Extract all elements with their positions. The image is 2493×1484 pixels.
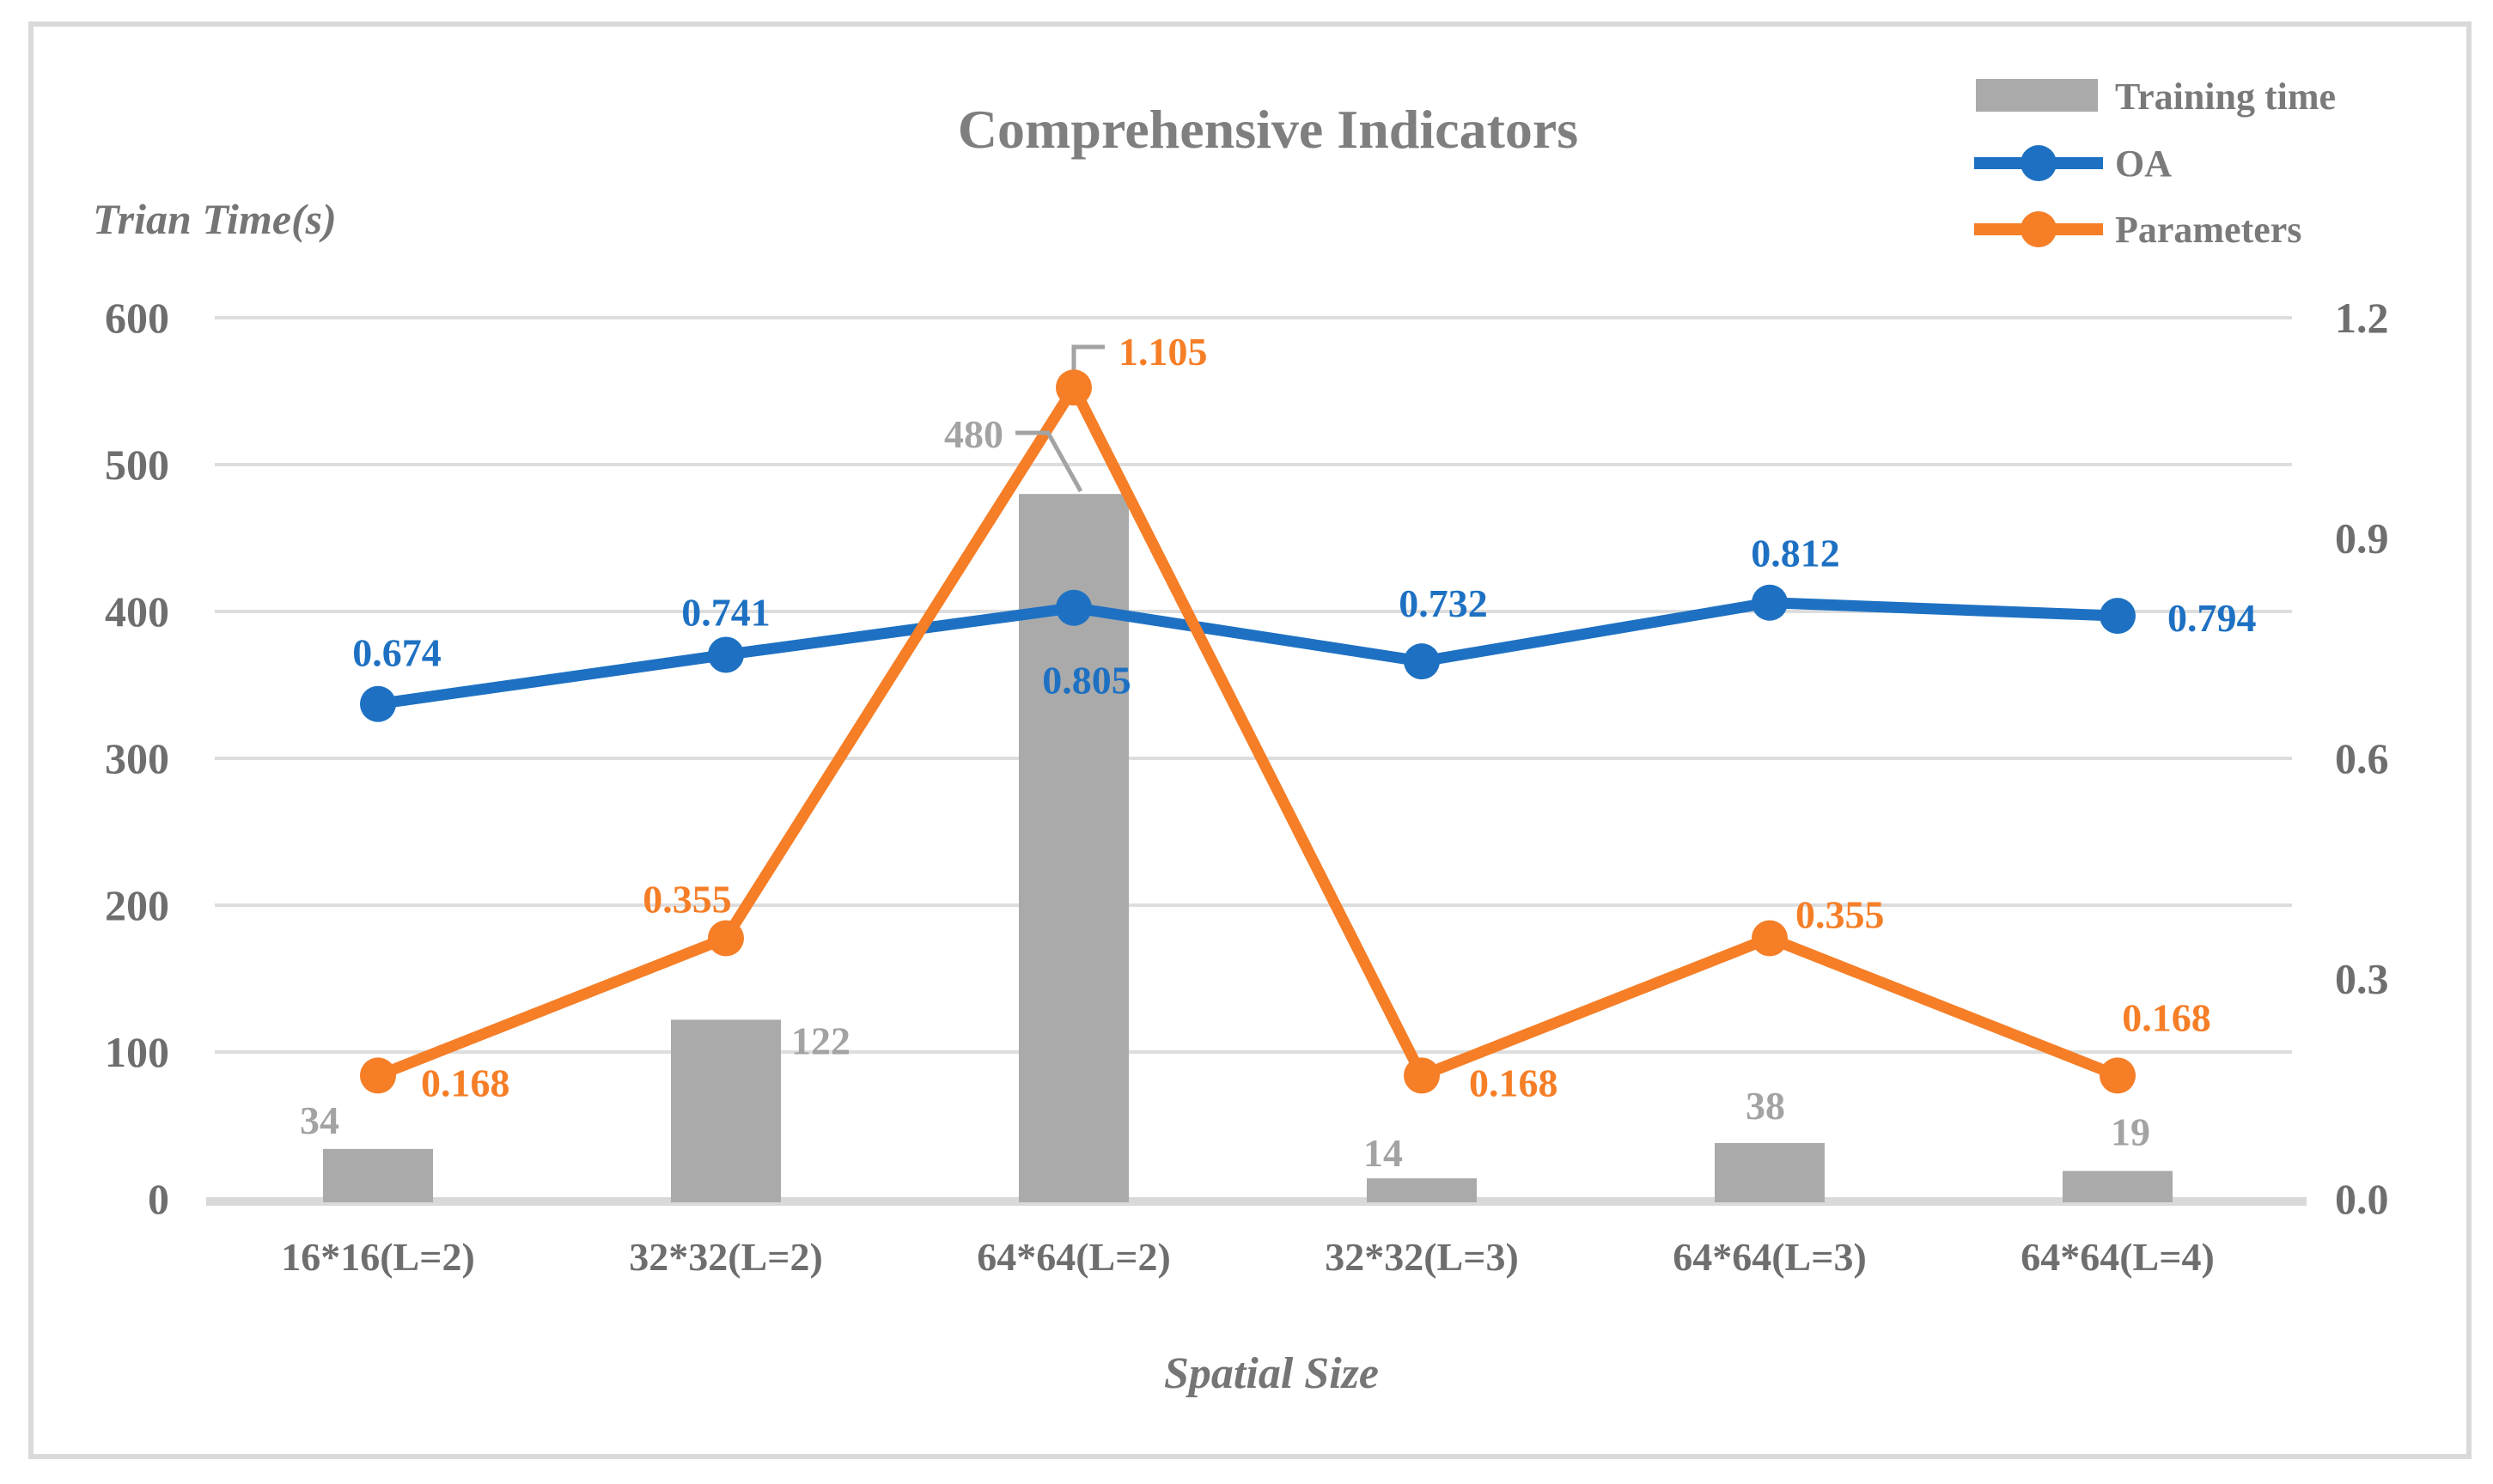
left-axis-tick-label: 300 bbox=[105, 734, 169, 782]
right-axis-tick-label: 1.2 bbox=[2335, 294, 2389, 342]
legend-item-oa: OA bbox=[1974, 143, 2172, 185]
parameters-point bbox=[1752, 920, 1788, 957]
oa-point bbox=[1404, 643, 1440, 680]
category-label: 64*64(L=4) bbox=[2021, 1235, 2215, 1279]
legend-item-parameters: Parameters bbox=[1974, 209, 2301, 251]
left-axis-tick-label: 600 bbox=[105, 294, 169, 342]
oa-line bbox=[372, 597, 2124, 710]
training-time-swatch-icon bbox=[1976, 79, 2098, 112]
bars-layer bbox=[323, 494, 2173, 1202]
x-axis-title: Spatial Size bbox=[1164, 1349, 1379, 1398]
bar bbox=[1715, 1143, 1825, 1202]
bar-value-label: 19 bbox=[2111, 1110, 2150, 1154]
parameters-value-label: 0.168 bbox=[421, 1061, 510, 1104]
legend: Training time OA Parameters bbox=[1974, 76, 2336, 251]
right-axis-tick-label: 0.6 bbox=[2335, 734, 2389, 782]
gridlines-layer bbox=[206, 316, 2307, 1206]
oa-point bbox=[1056, 589, 1092, 626]
legend-label-parameters: Parameters bbox=[2115, 209, 2301, 251]
oa-value-label: 0.805 bbox=[1042, 659, 1131, 702]
oa-marker-icon bbox=[2021, 145, 2057, 181]
bar-value-label: 38 bbox=[1746, 1084, 1785, 1128]
category-label: 32*32(L=3) bbox=[1325, 1235, 1519, 1279]
bar-value-label: 34 bbox=[300, 1098, 339, 1142]
parameters-marker-icon bbox=[2021, 211, 2057, 247]
data-labels-layer: 34 122 480 14 38 19 0.674 0.741 0.805 0.732 0.812 0… bbox=[300, 330, 2257, 1175]
category-label: 16*16(L=2) bbox=[281, 1235, 475, 1279]
legend-item-training-time: Training time bbox=[1976, 76, 2336, 118]
legend-label-oa: OA bbox=[2115, 143, 2172, 185]
category-label: 64*64(L=3) bbox=[1673, 1235, 1867, 1279]
bar bbox=[1367, 1178, 1477, 1202]
chart-title: Comprehensive Indicators bbox=[958, 99, 1578, 160]
parameters-point bbox=[1056, 369, 1092, 406]
oa-point bbox=[2100, 598, 2136, 635]
parameters-point bbox=[360, 1057, 396, 1094]
legend-label-training-time: Training time bbox=[2115, 76, 2336, 118]
parameters-point bbox=[2100, 1057, 2136, 1094]
right-axis-tick-label: 0.0 bbox=[2335, 1175, 2389, 1223]
bar bbox=[671, 1019, 781, 1202]
lines-layer bbox=[360, 344, 2136, 1094]
left-axis-tick-label: 200 bbox=[105, 881, 169, 929]
parameters-point bbox=[1404, 1057, 1440, 1094]
x-axis-line bbox=[206, 1197, 2307, 1206]
left-axis-tick-label: 100 bbox=[105, 1028, 169, 1076]
parameters-value-label: 1.105 bbox=[1118, 330, 1208, 374]
parameters-value-label: 0.168 bbox=[2122, 995, 2211, 1039]
axis-ticks-layer: 0 100 200 300 400 500 600 0.0 0.3 0.6 0.9 1.2 16*16(… bbox=[105, 294, 2389, 1279]
parameters-line bbox=[372, 381, 2124, 1081]
parameters-value-label: 0.355 bbox=[643, 877, 732, 921]
oa-value-label: 0.794 bbox=[2167, 596, 2257, 640]
parameters-value-label: 0.355 bbox=[1795, 892, 1885, 936]
category-label: 64*64(L=2) bbox=[977, 1235, 1171, 1279]
right-axis-tick-label: 0.3 bbox=[2335, 955, 2389, 1003]
bar bbox=[323, 1148, 433, 1202]
bar bbox=[2063, 1171, 2173, 1202]
right-axis-tick-label: 0.9 bbox=[2335, 514, 2389, 563]
parameters-value-label: 0.168 bbox=[1469, 1061, 1558, 1104]
left-axis-tick-label: 0 bbox=[148, 1175, 169, 1223]
oa-value-label: 0.812 bbox=[1751, 532, 1840, 575]
left-axis-title: Trian Time(s) bbox=[93, 195, 337, 243]
left-axis-tick-label: 500 bbox=[105, 441, 169, 489]
figure-border bbox=[28, 21, 2472, 1459]
bar-value-label: 122 bbox=[791, 1019, 850, 1062]
bar-callout-leader bbox=[1015, 430, 1083, 493]
oa-value-label: 0.732 bbox=[1399, 581, 1488, 625]
oa-value-label: 0.741 bbox=[681, 590, 771, 634]
oa-point bbox=[1752, 584, 1788, 621]
oa-point bbox=[708, 636, 744, 673]
parameters-point bbox=[708, 920, 744, 957]
left-axis-tick-label: 400 bbox=[105, 587, 169, 636]
bar-value-label: 480 bbox=[944, 412, 1003, 456]
oa-point bbox=[360, 685, 396, 722]
category-label: 32*32(L=2) bbox=[629, 1235, 823, 1279]
oa-value-label: 0.674 bbox=[352, 631, 442, 675]
bar-value-label: 14 bbox=[1363, 1131, 1403, 1175]
